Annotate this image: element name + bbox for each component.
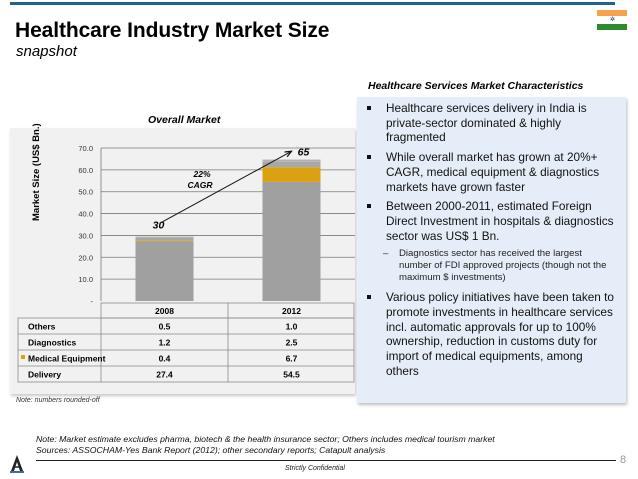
bullet-icon xyxy=(367,295,371,300)
flag-green-band xyxy=(597,24,627,30)
bullet-icon xyxy=(367,106,371,110)
x-category-label: 2012 xyxy=(282,306,301,316)
sub-bullet-text: Diagnostics sector has received the larg… xyxy=(399,248,607,284)
table-cell-value: 0.5 xyxy=(159,322,171,332)
bullet-text: Healthcare services delivery in India is… xyxy=(386,101,587,145)
sub-bullet-item: – Diagnostics sector has received the la… xyxy=(365,248,616,284)
dash-icon: – xyxy=(383,248,389,260)
cagr-annotation: CAGR xyxy=(187,180,213,190)
chart-note: Note: numbers rounded-off xyxy=(16,397,100,404)
footer-sources-line: Sources: ASSOCHAM-Yes Bank Report (2012)… xyxy=(36,445,386,455)
flag-chakra: ✲ xyxy=(610,17,616,23)
flag-saffron-band xyxy=(597,10,627,16)
y-tick-label: 10.0 xyxy=(78,275,93,284)
table-row-label: Others xyxy=(28,322,56,332)
bar-segment-delivery xyxy=(262,181,321,301)
cagr-annotation: 22% xyxy=(192,169,210,179)
bullet-icon xyxy=(367,155,371,160)
y-tick-label: 30.0 xyxy=(78,231,93,240)
catapult-logo-icon xyxy=(10,455,24,473)
footer-rule xyxy=(36,460,616,461)
table-header-row xyxy=(100,302,355,319)
bar-segment-delivery xyxy=(135,241,194,301)
bullet-item: While overall market has grown at 20%+ C… xyxy=(365,150,616,194)
page-title: Healthcare Industry Market Size xyxy=(15,19,330,42)
bullet-text: Between 2000-2011, estimated Foreign Dir… xyxy=(386,199,614,243)
table-cell-value: 1.2 xyxy=(159,338,171,348)
bar-segment-medical-equipment xyxy=(135,240,194,242)
bar-segment-diagnostics xyxy=(135,237,194,241)
footer-note-line: Note: Market estimate excludes pharma, b… xyxy=(36,434,495,444)
y-tick-label: 40.0 xyxy=(78,210,93,219)
table-cell-value: 2.5 xyxy=(286,338,298,348)
y-tick-label: 50.0 xyxy=(78,188,93,197)
table-row-label: Diagnostics xyxy=(28,338,76,348)
stacked-bar-chart: - 10.0 20.0 30.0 40.0 50.0 60.0 70.0 30 65 22%CAGR… xyxy=(17,144,355,383)
bullet-icon xyxy=(367,204,371,209)
header-accent-rule xyxy=(10,2,615,5)
x-category-label: 2008 xyxy=(155,306,174,316)
bar-segment-diagnostics xyxy=(262,161,321,168)
bullet-item: Various policy initiatives have been tak… xyxy=(365,290,616,378)
bullet-text: Various policy initiatives have been tak… xyxy=(386,290,614,378)
bullet-item: Between 2000-2011, estimated Foreign Dir… xyxy=(365,199,616,243)
table-row-label: Delivery xyxy=(28,370,61,380)
chart-panel: - 10.0 20.0 30.0 40.0 50.0 60.0 70.0 30 65 22% CAGR… xyxy=(10,128,355,394)
table-cell-value: 6.7 xyxy=(286,354,298,364)
cagr-arrow-head-icon xyxy=(284,150,293,158)
y-tick-label: - xyxy=(91,297,94,306)
y-tick-label: 70.0 xyxy=(78,144,93,153)
page-subtitle: snapshot xyxy=(16,43,77,60)
table-cell-value: 27.4 xyxy=(156,370,173,380)
bar-segment-others xyxy=(262,159,321,162)
bar-total-label: 30 xyxy=(153,220,165,232)
characteristics-panel: Healthcare services delivery in India is… xyxy=(357,97,626,403)
bar-total-label: 65 xyxy=(298,147,310,159)
bullet-text: While overall market has grown at 20%+ C… xyxy=(386,150,600,194)
table-cell-value: 0.4 xyxy=(159,354,171,364)
table-cell-value: 1.0 xyxy=(286,322,298,332)
page-number: 8 xyxy=(620,454,627,466)
legend-swatch-medical-equipment xyxy=(21,355,25,359)
bar-segment-others xyxy=(135,236,194,238)
table-row-label: Medical Equipment xyxy=(28,354,106,364)
bar-segment-medical-equipment xyxy=(262,167,321,182)
y-tick-label: 20.0 xyxy=(78,253,93,262)
footer-note: Note: Market estimate excludes pharma, b… xyxy=(36,434,495,456)
chart-title: Overall Market xyxy=(148,114,221,126)
y-tick-label: 60.0 xyxy=(78,166,93,175)
cagr-arrow-line xyxy=(159,150,292,224)
india-flag-icon: ✲ xyxy=(597,10,627,30)
bullet-item: Healthcare services delivery in India is… xyxy=(365,101,616,145)
confidential-label: Strictly Confidential xyxy=(285,465,345,472)
y-axis-label: Market Size (US$ Bn.) xyxy=(31,123,42,221)
table-cell-value: 54.5 xyxy=(283,370,300,380)
characteristics-title: Healthcare Services Market Characteristi… xyxy=(368,80,584,92)
